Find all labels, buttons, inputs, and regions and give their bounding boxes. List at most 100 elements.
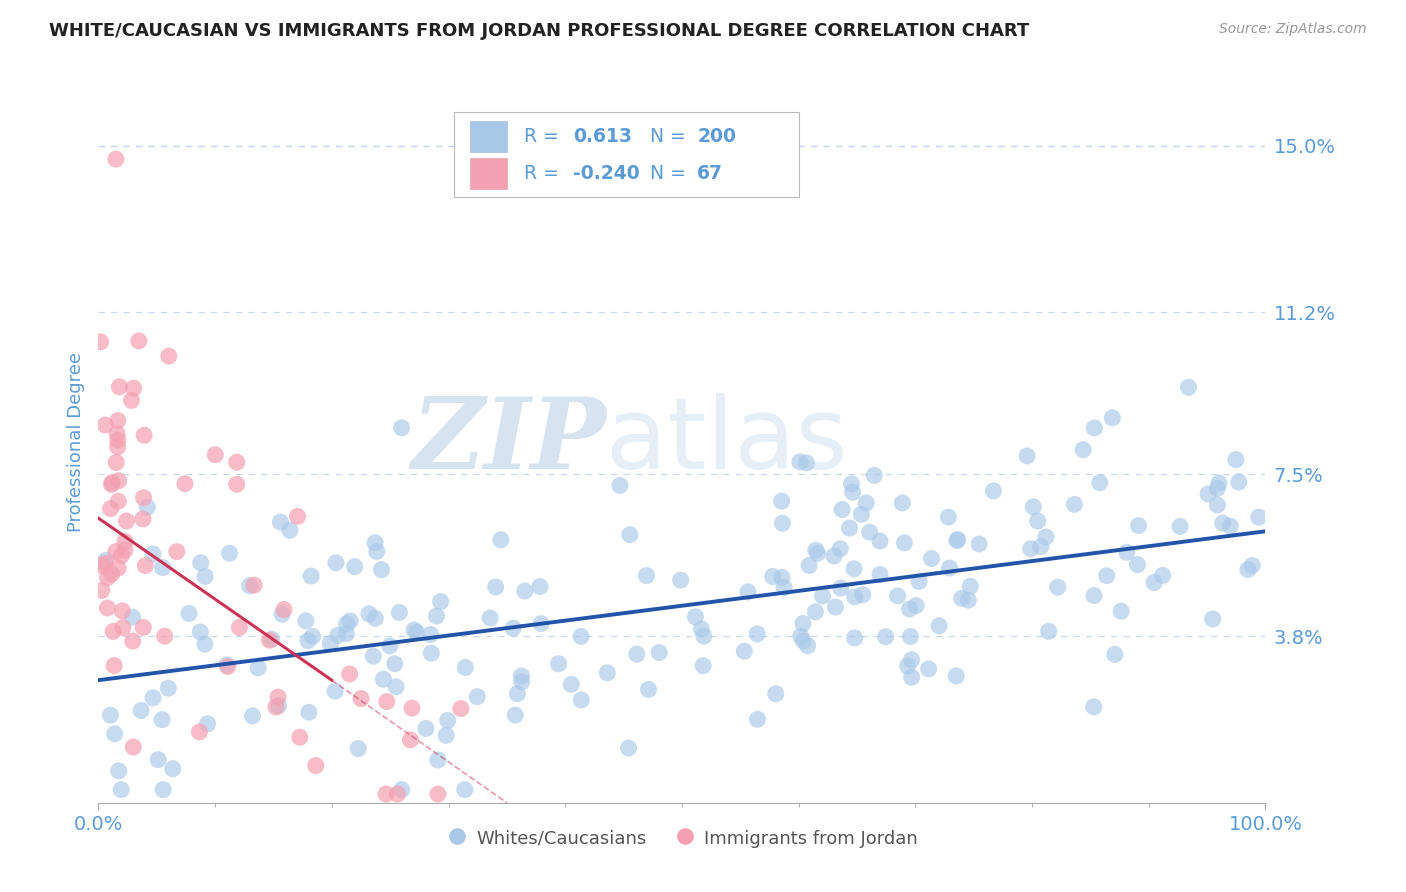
Point [190,624,212,639]
Point [132,512,155,526]
Text: 67: 67 [697,164,723,183]
Point [239,579,262,593]
Point [869,567,891,582]
Point [797,558,820,573]
Point [485,580,508,594]
Point [1063,497,1085,511]
Point [908,574,931,589]
Point [804,605,827,619]
Point [111,621,134,635]
Point [166,544,188,558]
Point [132,620,155,634]
Point [136,500,159,515]
Point [101,624,124,639]
Point [157,681,180,696]
Point [405,625,427,640]
Point [530,616,553,631]
Point [287,509,309,524]
Point [107,561,129,575]
Point [157,349,180,363]
Point [114,543,136,558]
Point [1019,541,1042,556]
Text: R =: R = [524,128,560,146]
Point [278,523,301,537]
Point [1046,580,1069,594]
Point [747,627,769,641]
Point [770,516,793,531]
Point [375,695,398,709]
Point [271,607,294,621]
Point [946,533,969,547]
Point [921,551,943,566]
Point [1083,699,1105,714]
Point [503,708,526,723]
Point [217,659,239,673]
Point [104,152,127,166]
Point [243,578,266,592]
Point [364,611,387,625]
Point [928,619,950,633]
Point [1015,449,1038,463]
Point [121,610,143,624]
Point [373,673,395,687]
Point [529,580,551,594]
Point [218,546,240,560]
Point [197,716,219,731]
Point [228,620,250,634]
Point [402,623,425,637]
Point [110,782,132,797]
Text: R =: R = [524,164,560,183]
Point [110,549,132,563]
Point [789,455,811,469]
Point [692,658,714,673]
Point [94,553,117,567]
Point [225,477,247,491]
Point [323,684,346,698]
Point [886,589,908,603]
Point [288,731,311,745]
Point [215,657,238,672]
Point [319,636,342,650]
Point [918,662,941,676]
Point [489,533,512,547]
Point [690,622,713,636]
Point [842,562,865,576]
Point [339,667,361,681]
Point [648,646,671,660]
Point [295,614,318,628]
Point [114,534,136,549]
Point [1126,558,1149,572]
Point [1022,500,1045,514]
Point [617,741,640,756]
Point [1206,498,1229,512]
Point [1212,516,1234,530]
Point [1227,475,1250,489]
Text: ZIP: ZIP [411,393,606,490]
Point [434,728,457,742]
Point [1026,514,1049,528]
Text: 200: 200 [697,128,737,146]
Point [851,508,873,522]
Point [938,561,960,575]
Point [1109,604,1132,618]
Point [1104,648,1126,662]
Point [385,680,408,694]
Point [420,646,443,660]
Point [429,594,451,608]
Point [128,334,150,348]
Point [547,657,569,671]
Point [388,606,411,620]
FancyBboxPatch shape [454,112,799,197]
Point [107,440,129,454]
Point [844,590,866,604]
Point [450,701,472,715]
Point [174,476,197,491]
Point [90,583,112,598]
Point [298,706,321,720]
Point [900,670,922,684]
Point [945,669,967,683]
Point [1071,442,1094,457]
Text: -0.240: -0.240 [574,164,640,183]
Point [636,568,658,582]
Point [900,653,922,667]
